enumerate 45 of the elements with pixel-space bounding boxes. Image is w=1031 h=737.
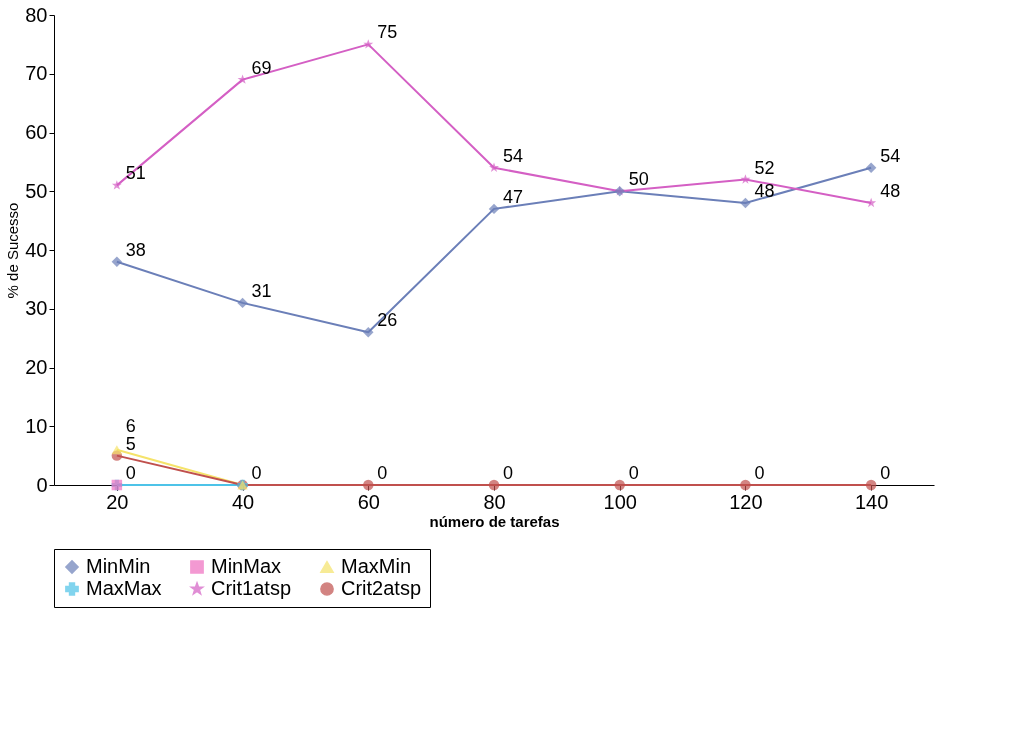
y-tick-label: 80 [25,3,48,26]
data-label: 0 [125,463,136,483]
data-label: 6 [125,415,136,436]
data-label: 0 [754,463,765,483]
y-axis-title: % de Sucesso [4,202,22,299]
data-label: 38 [125,239,146,260]
x-tick-label: 120 [729,490,763,513]
y-tick-label: 70 [25,62,48,85]
x-tick-label: 100 [603,490,637,513]
data-label: 52 [754,157,775,178]
legend-label: MinMax [211,555,282,577]
data-label: 0 [377,463,388,483]
legend-label: MinMin [86,555,151,577]
x-tick-label: 40 [231,490,255,513]
data-label: 75 [377,22,398,43]
data-label: 50 [628,169,649,190]
y-tick-label: 10 [25,414,48,437]
data-label: 31 [251,280,272,301]
data-label: 47 [503,186,524,207]
x-axis-title: número de tarefas [429,512,560,530]
legend-label: Crit2atsp [341,577,422,599]
data-label: 0 [880,463,891,483]
legend-label: MaxMin [341,555,412,577]
legend-label: Crit1atsp [211,577,292,599]
data-label: 0 [251,463,262,483]
data-label: 69 [251,57,272,78]
data-label: 0 [503,463,514,483]
x-tick-label: 20 [106,490,129,513]
data-label: 48 [880,181,901,201]
y-tick-label: 50 [25,179,48,202]
data-label: 48 [754,181,775,201]
x-tick-label: 60 [357,490,380,513]
data-label: 0 [628,463,639,483]
y-tick-label: 60 [25,121,48,143]
data-label: 54 [880,145,901,166]
y-tick-label: 40 [25,238,48,261]
x-tick-label: 140 [854,490,889,513]
data-label: 26 [377,310,398,331]
data-label: 5 [125,433,136,454]
data-label: 54 [503,145,524,166]
y-tick-label: 30 [25,297,48,320]
y-tick-label: 20 [25,356,48,378]
y-tick-label: 0 [36,473,48,496]
x-tick-label: 80 [483,490,506,513]
legend-label: MaxMax [86,577,162,599]
